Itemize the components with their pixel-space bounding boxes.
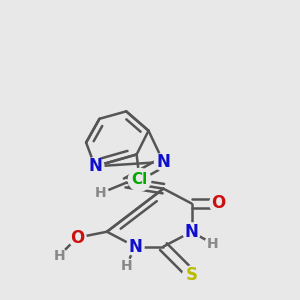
Text: N: N	[88, 157, 102, 175]
Text: O: O	[70, 229, 84, 247]
Circle shape	[86, 158, 104, 175]
Circle shape	[183, 266, 200, 284]
Text: N: N	[185, 223, 199, 241]
Text: N: N	[156, 153, 170, 171]
Circle shape	[128, 168, 151, 191]
Circle shape	[183, 223, 200, 241]
Circle shape	[119, 259, 134, 273]
Text: Cl: Cl	[131, 172, 148, 187]
Circle shape	[94, 186, 108, 200]
Text: H: H	[207, 237, 218, 250]
Circle shape	[154, 153, 172, 171]
Text: N: N	[128, 238, 142, 256]
Text: H: H	[53, 248, 65, 262]
Circle shape	[205, 236, 220, 251]
Circle shape	[68, 229, 86, 247]
Text: S: S	[186, 266, 198, 284]
Circle shape	[209, 195, 227, 212]
Text: H: H	[120, 259, 132, 273]
Text: O: O	[211, 194, 226, 212]
Circle shape	[126, 238, 144, 256]
Circle shape	[52, 248, 67, 263]
Text: H: H	[95, 186, 107, 200]
